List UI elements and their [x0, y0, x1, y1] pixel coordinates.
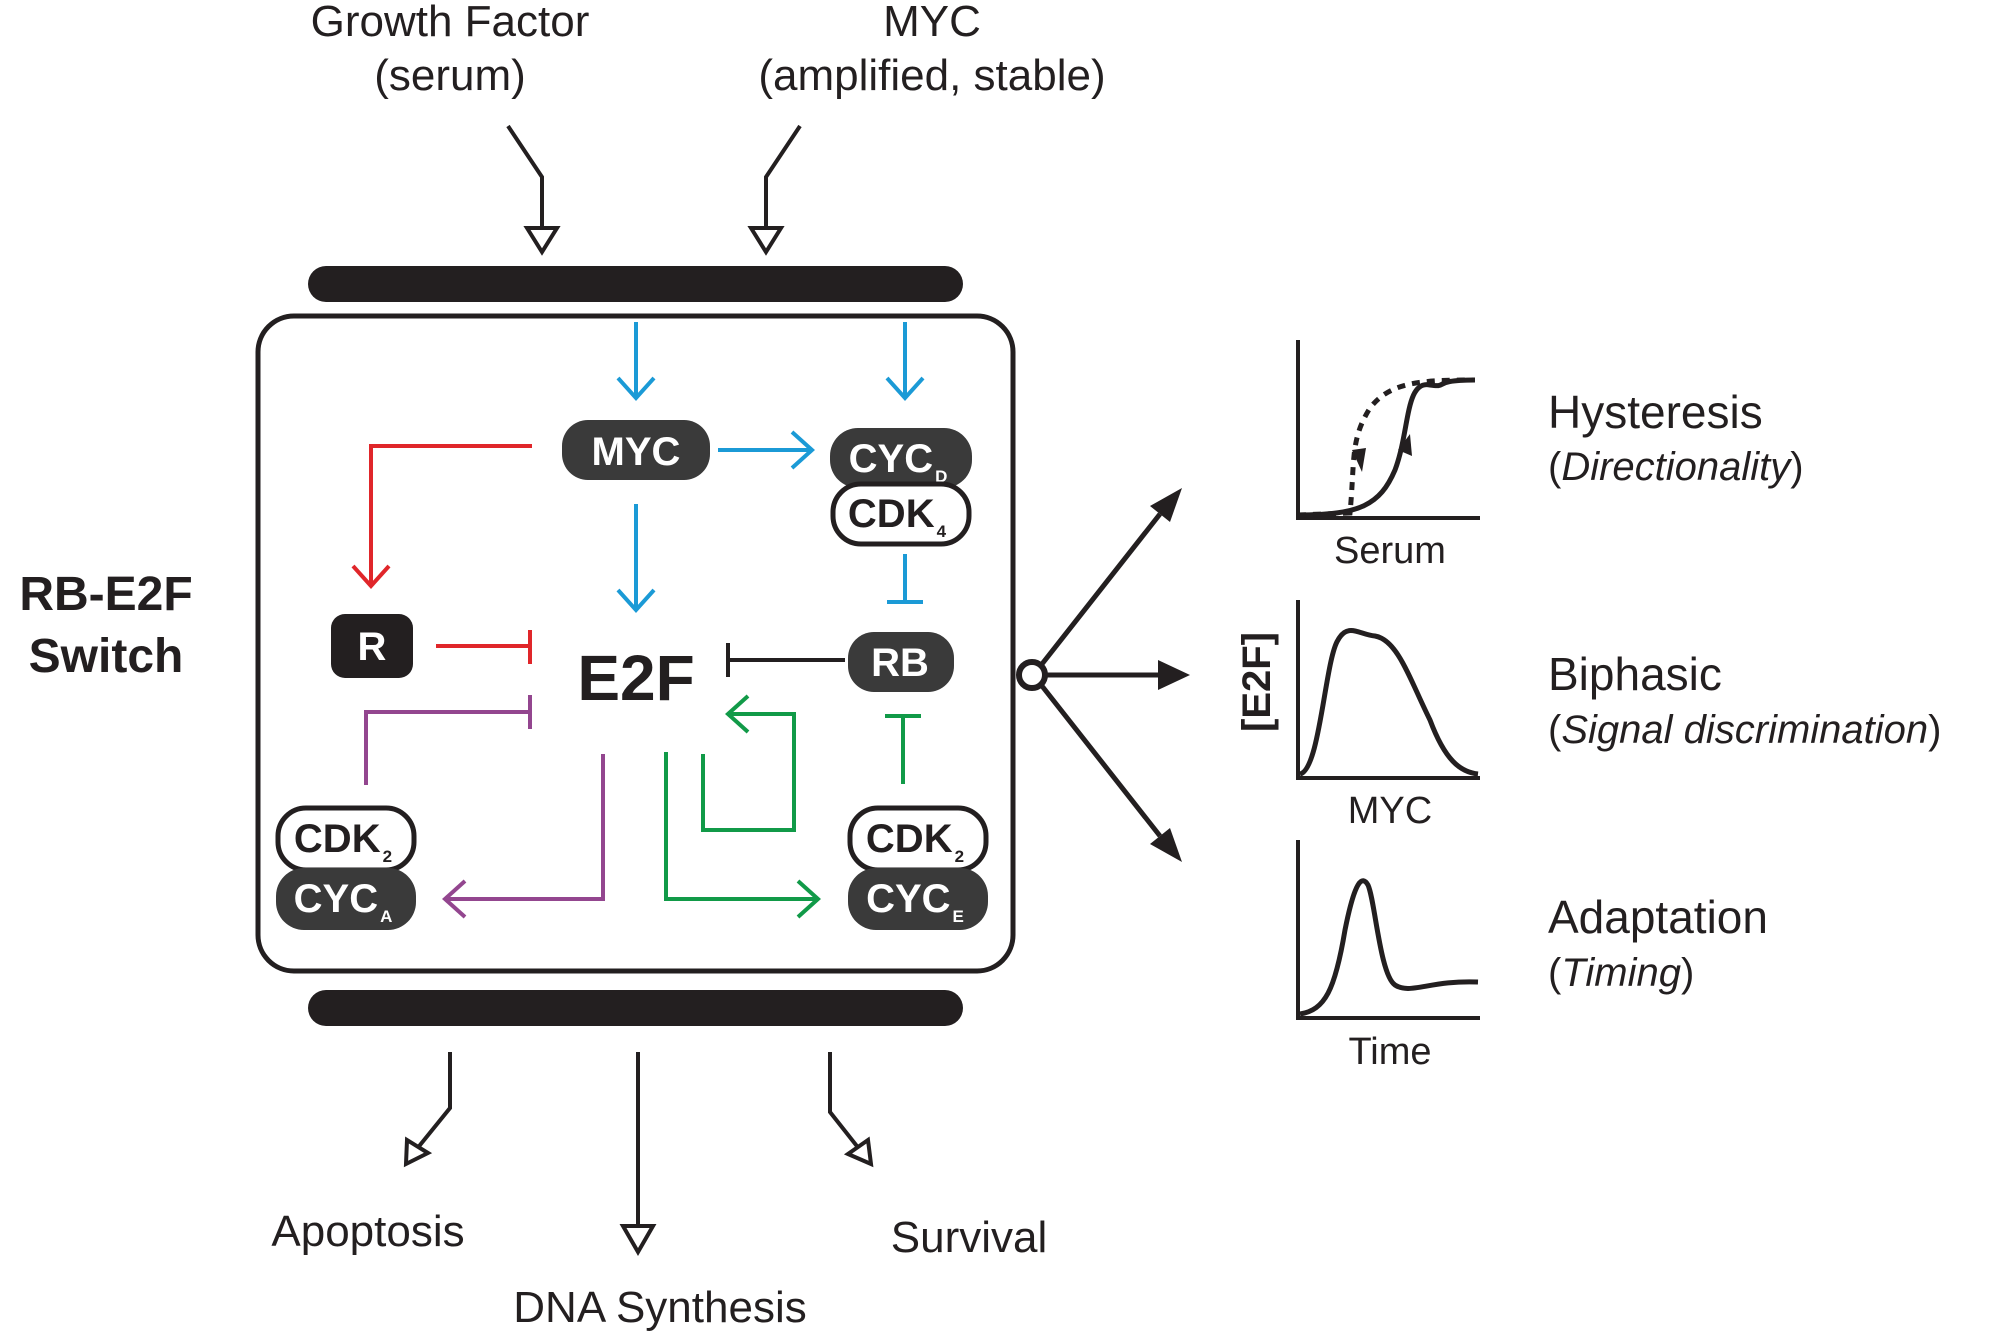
- biphasic-detail: (Signal discrimination): [1548, 708, 1942, 752]
- rb-inhibits-e2f: [726, 643, 845, 677]
- myc-input: MYC (amplified, stable): [747, 0, 1106, 256]
- cyce-label: CYC E: [866, 877, 964, 926]
- r-node: R: [331, 614, 413, 678]
- hysteresis-plot: Serum: [1296, 340, 1480, 572]
- cdk4-label: CDK 4: [848, 492, 947, 541]
- biphasic-title: Biphasic: [1548, 648, 1722, 700]
- apoptosis-label: Apoptosis: [271, 1207, 464, 1256]
- hysteresis-title: Hysteresis: [1548, 386, 1763, 438]
- svg-text:MYC: MYC: [592, 430, 681, 474]
- growth-factor-label: Growth Factor: [311, 0, 590, 46]
- growth-factor-arrowhead: [523, 226, 561, 256]
- cycd-label: CYC D: [849, 437, 948, 486]
- e2f-y-axis-label: [E2F]: [1235, 632, 1279, 732]
- myc-input-sublabel: (amplified, stable): [758, 51, 1105, 100]
- adaptation-x-label: Time: [1348, 1031, 1431, 1073]
- survival-label: Survival: [891, 1213, 1048, 1262]
- adaptation-axes: [1296, 840, 1480, 1020]
- cdk2-cyca-complex: CDK 2 CYC A: [275, 805, 417, 930]
- cdk2-e-label: CDK 2: [866, 817, 964, 866]
- switch-title: RB-E2F: [19, 568, 192, 621]
- biphasic-property: Biphasic (Signal discrimination): [1548, 648, 1942, 752]
- growth-factor-arrow: [506, 124, 544, 238]
- dna-synthesis-label: DNA Synthesis: [513, 1283, 806, 1332]
- adaptation-property: Adaptation (Timing): [1548, 891, 1768, 995]
- myc-input-label: MYC: [883, 0, 981, 46]
- hysteresis-detail: (Directionality): [1548, 445, 1804, 489]
- biphasic-curve: [1298, 628, 1479, 777]
- green-interactions: [664, 694, 921, 919]
- cyca-label: CYC A: [294, 877, 393, 926]
- hysteresis-arrow-up: [1398, 434, 1412, 456]
- branch-arrows: [1016, 488, 1190, 862]
- biphasic-x-label: MYC: [1348, 790, 1432, 832]
- myc-node: MYC: [562, 420, 710, 480]
- output-arrows: [403, 1052, 874, 1257]
- cycd-cdk4-complex: CYC D CDK 4: [830, 428, 972, 547]
- hysteresis-x-label: Serum: [1334, 530, 1446, 572]
- hysteresis-arrow-down: [1352, 448, 1366, 472]
- hysteresis-curve-solid: [1297, 377, 1476, 518]
- cdk2-a-label: CDK 2: [294, 817, 392, 866]
- growth-factor-sublabel: (serum): [374, 51, 526, 100]
- adaptation-title: Adaptation: [1548, 891, 1768, 943]
- rb-node: RB: [848, 632, 954, 692]
- hysteresis-curve-dotted: [1297, 377, 1476, 518]
- blue-interactions: [616, 322, 925, 613]
- bottom-membrane-bar: [308, 990, 963, 1026]
- hysteresis-property: Hysteresis (Directionality): [1548, 386, 1804, 489]
- hysteresis-axes: [1296, 340, 1480, 520]
- e2f-node: E2F: [577, 642, 694, 714]
- switch-subtitle: Switch: [29, 630, 184, 683]
- adaptation-curve: [1299, 878, 1479, 1017]
- adaptation-detail: (Timing): [1548, 951, 1694, 995]
- cdk2-cyce-complex: CDK 2 CYC E: [847, 805, 989, 930]
- myc-input-arrow: [764, 124, 802, 238]
- biphasic-plot: MYC: [1296, 600, 1480, 832]
- red-interactions: [351, 444, 532, 664]
- growth-factor-input: Growth Factor (serum): [311, 0, 590, 256]
- svg-text:R: R: [358, 625, 387, 669]
- switch-box: [255, 313, 1016, 974]
- biphasic-axes: [1296, 600, 1480, 780]
- top-membrane-bar: [308, 266, 963, 302]
- myc-input-arrowhead: [747, 226, 785, 256]
- purple-interactions: [364, 695, 605, 919]
- adaptation-plot: Time: [1296, 840, 1480, 1073]
- svg-text:RB: RB: [871, 641, 929, 685]
